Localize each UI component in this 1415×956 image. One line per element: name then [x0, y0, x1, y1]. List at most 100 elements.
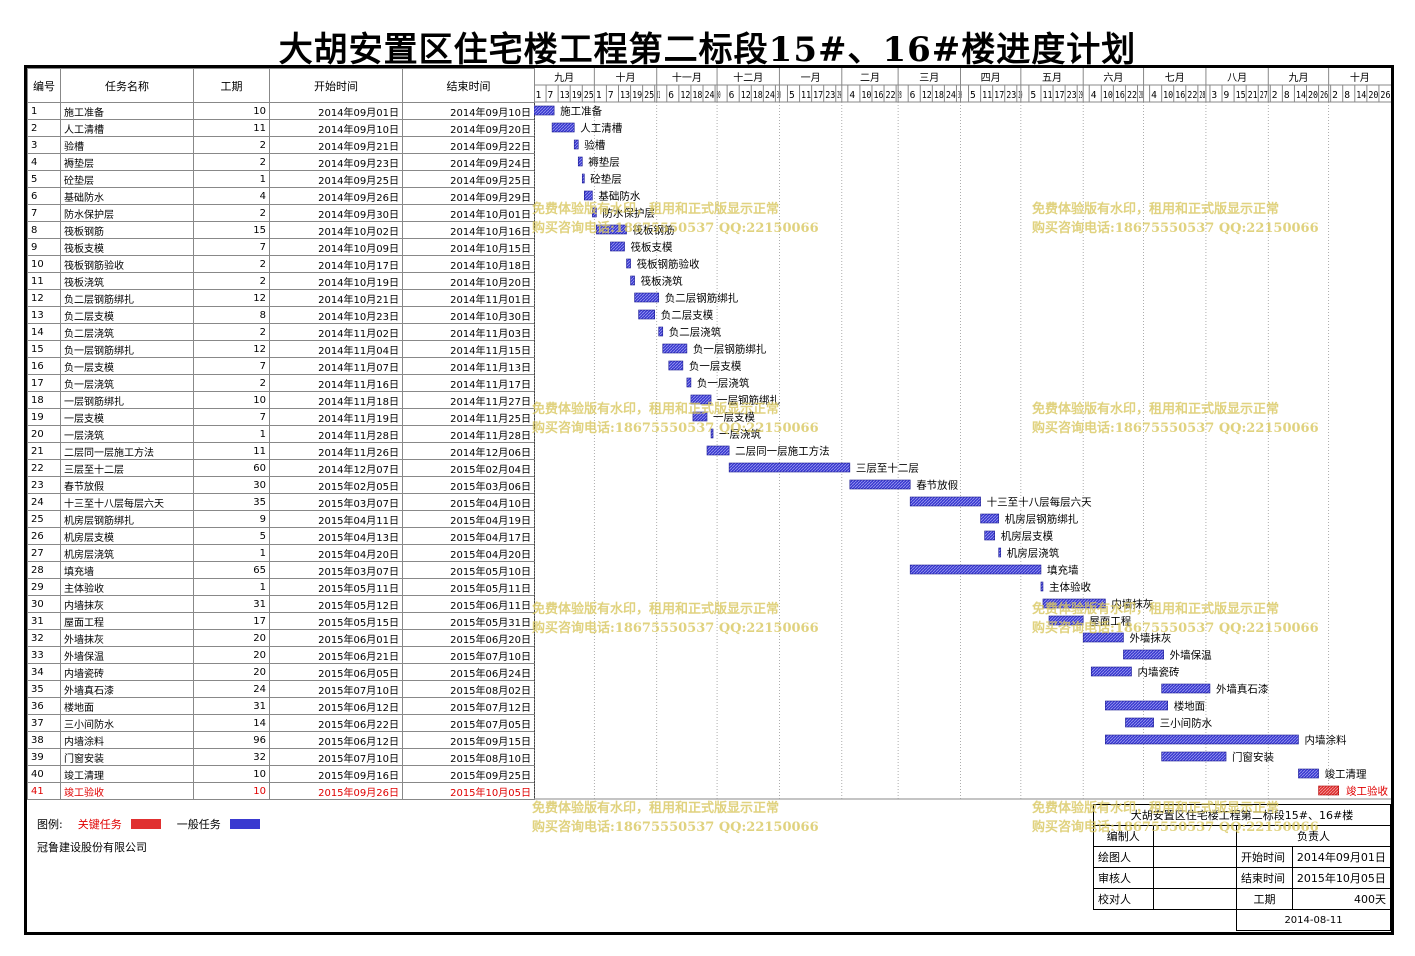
day-tick-label: 1: [536, 90, 542, 101]
cell-duration: 7: [193, 408, 270, 426]
table-row: 17 负一层浇筑 2 2014年11月16日 2014年11月17日: [27, 374, 535, 392]
day-tick-label: 28: [1199, 90, 1205, 101]
month-label: 三月: [919, 72, 939, 84]
day-tick-label: 25: [584, 90, 594, 101]
cell-end: 2015年10月05日: [402, 782, 535, 800]
month-label: 六月: [1103, 72, 1123, 84]
signoff-start-label: 开始时间: [1236, 846, 1293, 868]
task-bar: [551, 122, 575, 133]
task-bar-label: 机房层钢筋绑扎: [1005, 513, 1079, 526]
task-bar-label: 负一层浇筑: [697, 377, 750, 390]
day-tick-label: 3: [1211, 90, 1217, 101]
day-tick-label: 23: [825, 90, 835, 101]
cell-id: 10: [27, 255, 61, 273]
task-bar: [596, 224, 627, 235]
table-row: 11 筏板浇筑 2 2014年10月19日 2014年10月20日: [27, 272, 535, 290]
signoff-owner: 负责人: [1236, 825, 1391, 847]
day-tick-label: 25: [644, 90, 654, 101]
day-tick-label: 22: [886, 90, 896, 101]
cell-name: 负二层钢筋绑扎: [60, 289, 194, 307]
task-bar: [728, 462, 851, 473]
cell-start: 2015年03月07日: [269, 561, 403, 579]
task-bar-label: 二层同一层施工方法: [735, 445, 830, 458]
cell-id: 29: [27, 578, 61, 596]
cell-name: 筏板支模: [60, 238, 194, 256]
cell-duration: 30: [193, 476, 270, 494]
task-bar: [1161, 683, 1211, 694]
table-row: 39 门窗安装 32 2015年07月10日 2015年08月10日: [27, 748, 535, 766]
cell-start: 2015年09月26日: [269, 782, 403, 800]
day-tick-label: 17: [813, 90, 823, 101]
cell-duration: 12: [193, 340, 270, 358]
cell-name: 筏板钢筋验收: [60, 255, 194, 273]
cell-start: 2014年11月18日: [269, 391, 403, 409]
cell-end: 2015年08月02日: [402, 680, 535, 698]
day-tick-label: 9: [1224, 90, 1230, 101]
task-bar-label: 筏板钢筋验收: [637, 258, 700, 271]
cell-start: 2014年11月16日: [269, 374, 403, 392]
cell-name: 负一层支模: [60, 357, 194, 375]
cell-id: 15: [27, 340, 61, 358]
cell-name: 内墙涂料: [60, 731, 194, 749]
legend-critical-swatch: [131, 819, 162, 829]
signoff-drawer-value: [1152, 846, 1238, 868]
task-bar-label: 负二层支模: [661, 309, 714, 322]
task-bar: [634, 292, 660, 303]
cell-duration: 2: [193, 374, 270, 392]
signoff-drawer: 绘图人: [1093, 846, 1154, 868]
day-tick-label: 22: [1187, 90, 1197, 101]
page-title: 大胡安置区住宅楼工程第二标段15#、16#楼进度计划: [278, 30, 1137, 70]
cell-end: 2015年03月06日: [402, 476, 535, 494]
signoff-date: 2014-08-11: [1236, 909, 1391, 931]
signoff-end-label: 结束时间: [1236, 867, 1293, 889]
cell-end: 2014年10月30日: [402, 306, 535, 324]
task-bar: [1042, 598, 1106, 609]
cell-name: 机房层钢筋绑扎: [60, 510, 194, 528]
month-label: 四月: [981, 72, 1001, 84]
task-bar-label: 竣工清理: [1325, 768, 1368, 781]
cell-duration: 60: [193, 459, 270, 477]
day-tick-label: 18: [753, 90, 763, 101]
cell-duration: 11: [193, 442, 270, 460]
day-tick-label: 8: [1284, 90, 1290, 101]
cell-end: 2015年05月31日: [402, 612, 535, 630]
task-bar-label: 三小间防水: [1160, 717, 1213, 730]
cell-end: 2015年02月04日: [402, 459, 535, 477]
cell-duration: 11: [193, 119, 270, 137]
day-tick-label: 13: [620, 90, 630, 101]
task-bar-label: 人工清槽: [580, 122, 622, 135]
day-tick-label: 29: [837, 90, 841, 101]
table-row: 10 筏板钢筋验收 2 2014年10月17日 2014年10月18日: [27, 255, 535, 273]
cell-start: 2015年03月07日: [269, 493, 403, 511]
cell-start: 2014年11月04日: [269, 340, 403, 358]
table-row: 13 负二层支模 8 2014年10月23日 2014年10月30日: [27, 306, 535, 324]
cell-end: 2014年11月15日: [402, 340, 535, 358]
day-tick-label: 26: [1380, 90, 1390, 101]
month-label: 九月: [1288, 72, 1308, 84]
cell-duration: 2: [193, 204, 270, 222]
header-name: 任务名称: [60, 68, 194, 103]
day-tick-label: 10: [1103, 90, 1113, 101]
day-tick-label: 10: [861, 90, 871, 101]
cell-end: 2014年09月22日: [402, 136, 535, 154]
cell-end: 2015年09月15日: [402, 731, 535, 749]
table-row: 41 竣工验收 10 2015年09月26日 2015年10月05日: [27, 782, 535, 800]
cell-name: 楼地面: [60, 697, 194, 715]
cell-id: 25: [27, 510, 61, 528]
task-bar-label: 一层支模: [713, 412, 755, 424]
table-row: 26 机房层支模 5 2015年04月13日 2015年04月17日: [27, 527, 535, 545]
cell-end: 2014年11月17日: [402, 374, 535, 392]
cell-end: 2014年12月06日: [402, 442, 535, 460]
table-row: 37 三小间防水 14 2015年06月22日 2015年07月05日: [27, 714, 535, 732]
task-bar-label: 施工准备: [560, 105, 602, 118]
cell-end: 2014年09月20日: [402, 119, 535, 137]
cell-start: 2015年09月16日: [269, 765, 403, 783]
task-bar-label: 基础防水: [598, 190, 640, 203]
day-tick-label: 12: [680, 90, 690, 101]
task-bar: [686, 377, 692, 388]
task-bar: [1048, 615, 1084, 626]
cell-start: 2015年02月05日: [269, 476, 403, 494]
table-row: 8 筏板钢筋 15 2014年10月02日 2014年10月16日: [27, 221, 535, 239]
table-row: 35 外墙真石漆 24 2015年07月10日 2015年08月02日: [27, 680, 535, 698]
signoff-checker-value: [1152, 888, 1238, 910]
